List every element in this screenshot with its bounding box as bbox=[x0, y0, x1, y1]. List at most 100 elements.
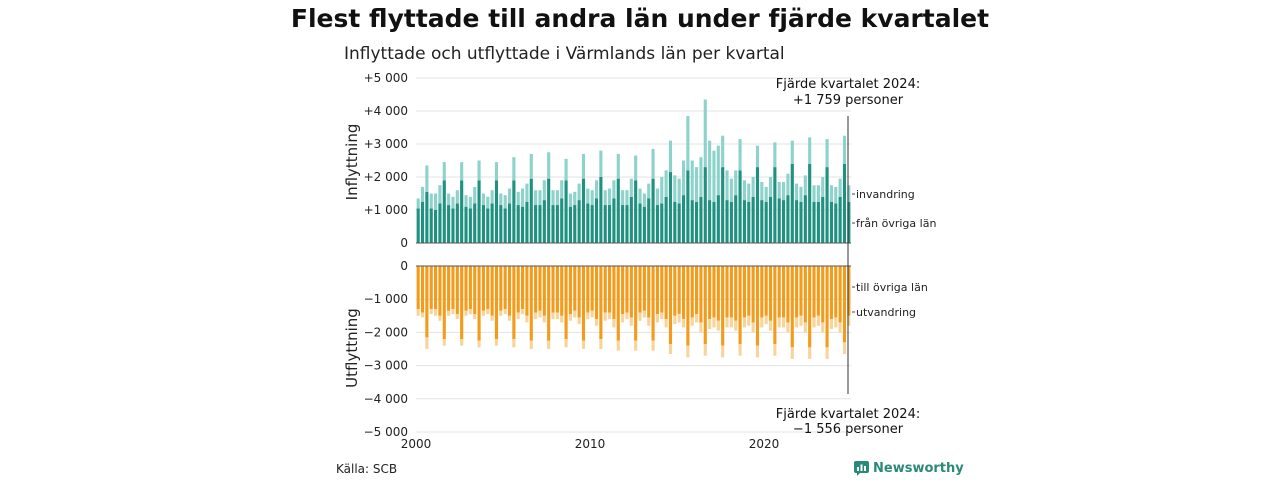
bar-outflow-domestic bbox=[455, 266, 459, 315]
bar-outflow-emigration bbox=[634, 340, 638, 351]
bar-inflow-immigration bbox=[447, 193, 451, 206]
bar-inflow-domestic bbox=[608, 205, 612, 243]
bar-inflow-domestic bbox=[512, 180, 516, 243]
bar-inflow-immigration bbox=[581, 153, 586, 179]
bar-inflow-immigration bbox=[629, 178, 633, 197]
bar-outflow-emigration bbox=[590, 310, 594, 318]
bar-outflow-domestic bbox=[742, 266, 746, 318]
bar-inflow-domestic bbox=[747, 201, 751, 243]
bar-outflow-domestic bbox=[777, 266, 781, 318]
bar-inflow-immigration bbox=[551, 190, 555, 206]
bar-outflow-emigration bbox=[703, 344, 707, 356]
bar-inflow-immigration bbox=[768, 177, 773, 197]
bar-outflow-emigration bbox=[516, 312, 520, 320]
bar-outflow-domestic bbox=[555, 266, 559, 313]
bar-inflow-domestic bbox=[786, 195, 790, 243]
bar-inflow-immigration bbox=[803, 175, 807, 196]
bar-inflow-immigration bbox=[577, 183, 581, 201]
bar-inflow-immigration bbox=[795, 183, 799, 201]
bar-outflow-domestic bbox=[516, 266, 520, 313]
bar-inflow-immigration bbox=[534, 190, 538, 206]
bar-inflow-domestic bbox=[782, 200, 786, 243]
bar-inflow-immigration bbox=[555, 190, 559, 206]
bar-inflow-immigration bbox=[529, 153, 533, 179]
bar-outflow-emigration bbox=[420, 312, 425, 318]
bar-outflow-emigration bbox=[721, 345, 725, 358]
bar-outflow-emigration bbox=[542, 315, 546, 323]
bar-inflow-immigration bbox=[416, 198, 420, 209]
y-tick-label: −1 000 bbox=[364, 292, 408, 306]
bar-outflow-emigration bbox=[747, 315, 751, 326]
bar-inflow-immigration bbox=[808, 137, 812, 164]
bar-outflow-emigration bbox=[481, 310, 485, 316]
bar-inflow-domestic bbox=[534, 205, 538, 243]
bar-outflow-emigration bbox=[447, 310, 451, 316]
bar-inflow-immigration bbox=[747, 183, 751, 202]
y-tick-label: +5 000 bbox=[364, 71, 408, 85]
bar-inflow-domestic bbox=[494, 180, 499, 243]
bar-inflow-immigration bbox=[742, 180, 746, 201]
bar-outflow-emigration bbox=[729, 317, 733, 328]
bar-outflow-domestic bbox=[799, 266, 803, 316]
bar-inflow-immigration bbox=[764, 186, 768, 202]
bar-inflow-domestic bbox=[594, 198, 599, 243]
bar-outflow-emigration bbox=[499, 310, 503, 316]
bar-inflow-domestic bbox=[529, 178, 533, 243]
bar-inflow-immigration bbox=[638, 188, 642, 204]
bar-outflow-domestic bbox=[429, 266, 433, 310]
bar-inflow-domestic bbox=[799, 201, 803, 243]
y-axis-title-inflow: Inflyttning bbox=[343, 124, 361, 201]
bar-inflow-immigration bbox=[473, 186, 477, 204]
bar-outflow-emigration bbox=[538, 310, 542, 318]
bar-outflow-emigration bbox=[586, 312, 590, 320]
bar-outflow-emigration bbox=[547, 340, 551, 349]
bar-outflow-emigration bbox=[695, 314, 699, 323]
bar-inflow-domestic bbox=[503, 208, 507, 243]
bar-inflow-domestic bbox=[547, 178, 551, 243]
bar-outflow-domestic bbox=[551, 266, 555, 313]
bar-outflow-domestic bbox=[642, 266, 646, 311]
bar-inflow-immigration bbox=[612, 180, 616, 199]
bar-inflow-immigration bbox=[695, 167, 699, 202]
bar-inflow-domestic bbox=[795, 200, 799, 243]
bar-outflow-domestic bbox=[668, 266, 673, 345]
bar-outflow-emigration bbox=[708, 319, 712, 330]
bar-inflow-domestic bbox=[842, 163, 847, 243]
bar-outflow-emigration bbox=[777, 317, 781, 328]
bar-outflow-emigration bbox=[629, 317, 633, 326]
bar-inflow-immigration bbox=[847, 185, 851, 202]
bar-inflow-immigration bbox=[425, 165, 429, 192]
bar-inflow-immigration bbox=[477, 160, 481, 181]
bar-inflow-domestic bbox=[742, 200, 746, 243]
bar-inflow-domestic bbox=[777, 198, 781, 243]
bar-outflow-emigration bbox=[468, 309, 472, 315]
bar-outflow-domestic bbox=[442, 266, 446, 340]
bar-outflow-domestic bbox=[599, 266, 603, 340]
bar-outflow-domestic bbox=[473, 266, 477, 315]
bar-outflow-emigration bbox=[786, 322, 790, 333]
bar-inflow-domestic bbox=[438, 203, 442, 243]
bar-inflow-immigration bbox=[621, 190, 625, 206]
bar-outflow-domestic bbox=[577, 266, 581, 318]
bar-outflow-emigration bbox=[838, 322, 842, 333]
bar-outflow-domestic bbox=[525, 266, 529, 316]
bar-outflow-domestic bbox=[673, 266, 677, 316]
bar-inflow-domestic bbox=[599, 177, 603, 243]
bar-outflow-domestic bbox=[842, 266, 847, 343]
bar-inflow-domestic bbox=[612, 198, 616, 243]
bar-inflow-domestic bbox=[577, 200, 581, 243]
bar-inflow-domestic bbox=[686, 170, 690, 243]
bar-outflow-domestic bbox=[586, 266, 590, 313]
bar-outflow-domestic bbox=[507, 266, 512, 316]
bar-outflow-emigration bbox=[577, 317, 581, 325]
bar-inflow-domestic bbox=[625, 205, 629, 243]
bar-outflow-emigration bbox=[681, 319, 686, 328]
y-tick-label: +3 000 bbox=[364, 137, 408, 151]
bar-outflow-domestic bbox=[629, 266, 633, 318]
bar-inflow-immigration bbox=[760, 181, 764, 201]
y-tick-label: +4 000 bbox=[364, 104, 408, 118]
bar-outflow-emigration bbox=[494, 339, 499, 346]
bar-outflow-domestic bbox=[503, 266, 507, 310]
bar-outflow-domestic bbox=[686, 266, 690, 346]
